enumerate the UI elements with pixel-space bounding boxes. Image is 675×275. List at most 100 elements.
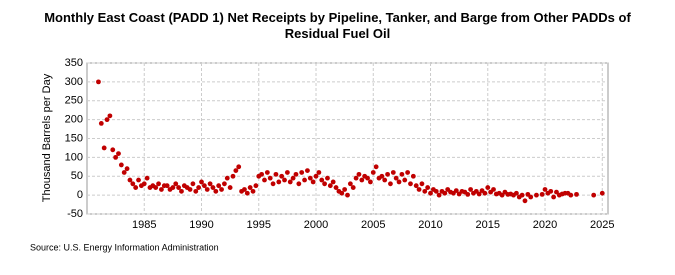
data-point bbox=[551, 194, 557, 200]
data-point bbox=[201, 183, 207, 189]
data-point bbox=[204, 187, 210, 192]
data-point bbox=[428, 190, 433, 196]
x-tick-label: 2010 bbox=[418, 219, 442, 231]
data-point bbox=[370, 170, 376, 175]
y-tick-label: -50 bbox=[67, 208, 83, 220]
data-point bbox=[136, 177, 141, 183]
data-point bbox=[293, 171, 299, 177]
data-point bbox=[591, 192, 597, 198]
data-point bbox=[133, 185, 139, 190]
x-tick-label: 2015 bbox=[476, 219, 500, 231]
data-point bbox=[282, 177, 287, 183]
data-point bbox=[262, 177, 267, 183]
data-point bbox=[310, 179, 316, 185]
x-tick-label: 2005 bbox=[361, 219, 385, 231]
data-point bbox=[276, 179, 282, 185]
data-point bbox=[402, 177, 408, 183]
data-point bbox=[250, 188, 256, 194]
data-point bbox=[436, 192, 442, 198]
data-point bbox=[144, 175, 150, 181]
data-point bbox=[284, 170, 290, 175]
data-point bbox=[164, 183, 170, 189]
data-point bbox=[313, 173, 319, 179]
data-point bbox=[101, 145, 107, 151]
data-point bbox=[442, 190, 448, 196]
data-point bbox=[216, 183, 222, 189]
data-point bbox=[299, 170, 305, 175]
data-point bbox=[222, 181, 227, 187]
data-point bbox=[270, 181, 276, 187]
data-point bbox=[390, 170, 396, 175]
data-point bbox=[476, 191, 482, 197]
data-point bbox=[224, 175, 230, 181]
data-point bbox=[548, 188, 554, 194]
data-point bbox=[499, 192, 505, 198]
data-point bbox=[408, 181, 413, 187]
data-point bbox=[121, 170, 127, 175]
data-point bbox=[307, 175, 313, 181]
data-point bbox=[519, 192, 525, 198]
data-point bbox=[193, 188, 199, 194]
data-point bbox=[539, 191, 545, 197]
data-point bbox=[413, 183, 419, 189]
data-point bbox=[482, 190, 488, 196]
data-point bbox=[379, 173, 385, 179]
data-point bbox=[342, 187, 348, 192]
data-point bbox=[264, 170, 270, 175]
data-point bbox=[199, 179, 204, 185]
data-point bbox=[491, 187, 496, 192]
data-point bbox=[244, 190, 250, 196]
data-point bbox=[296, 181, 302, 187]
data-point bbox=[130, 181, 136, 187]
y-tick-label: 50 bbox=[71, 170, 83, 182]
data-point bbox=[259, 171, 265, 177]
data-point bbox=[305, 168, 310, 173]
y-tick-label: 350 bbox=[65, 57, 83, 69]
x-tick-label: 2020 bbox=[533, 219, 557, 231]
data-point bbox=[425, 185, 431, 190]
data-point bbox=[141, 181, 147, 187]
data-point bbox=[287, 179, 293, 185]
data-point bbox=[236, 164, 242, 170]
data-point bbox=[104, 117, 110, 123]
data-point bbox=[568, 192, 574, 198]
y-tick-label: 150 bbox=[65, 132, 83, 144]
data-point bbox=[393, 175, 399, 181]
data-point bbox=[350, 185, 356, 190]
data-point bbox=[382, 177, 388, 183]
source: Source: U.S. Energy Information Administ… bbox=[30, 242, 219, 252]
data-point bbox=[365, 175, 370, 181]
data-point bbox=[233, 168, 239, 173]
data-point bbox=[253, 183, 259, 189]
data-point bbox=[534, 192, 539, 198]
data-point bbox=[419, 181, 425, 187]
data-point bbox=[170, 185, 176, 190]
data-point bbox=[196, 185, 202, 190]
data-point bbox=[279, 173, 285, 179]
data-point bbox=[345, 192, 350, 198]
data-point bbox=[247, 185, 253, 190]
data-point bbox=[359, 177, 365, 183]
data-point bbox=[124, 166, 130, 172]
data-point bbox=[353, 175, 359, 181]
data-point bbox=[554, 189, 559, 195]
x-tick-label: 2025 bbox=[590, 219, 614, 231]
data-point bbox=[107, 113, 113, 119]
data-point bbox=[453, 188, 459, 193]
x-tick-label: 1995 bbox=[247, 219, 271, 231]
data-point bbox=[173, 181, 179, 187]
data-point bbox=[242, 187, 247, 192]
data-point bbox=[522, 198, 528, 204]
data-point bbox=[327, 183, 333, 189]
data-point bbox=[410, 173, 416, 179]
data-point bbox=[190, 181, 196, 187]
data-point bbox=[110, 147, 116, 153]
data-point bbox=[302, 177, 307, 183]
data-point bbox=[273, 171, 279, 177]
data-point bbox=[210, 185, 216, 190]
data-point bbox=[325, 175, 330, 181]
data-point bbox=[485, 185, 491, 190]
data-point bbox=[339, 190, 345, 196]
data-point bbox=[373, 164, 379, 170]
